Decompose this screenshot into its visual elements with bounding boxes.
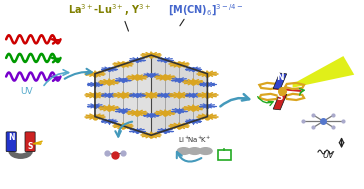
Circle shape xyxy=(188,148,201,154)
Polygon shape xyxy=(293,56,354,88)
Bar xyxy=(161,77,169,78)
Polygon shape xyxy=(273,94,287,110)
Bar xyxy=(175,64,183,65)
Polygon shape xyxy=(273,87,302,92)
Text: La$^{3+}$-Lu$^{3+}$, Y$^{3+}$: La$^{3+}$-Lu$^{3+}$, Y$^{3+}$ xyxy=(68,2,151,18)
Text: K$^+$: K$^+$ xyxy=(200,134,211,145)
Text: [M(CN)$_6$]$^{3-/4-}$: [M(CN)$_6$]$^{3-/4-}$ xyxy=(168,3,243,18)
Polygon shape xyxy=(151,55,207,135)
Bar xyxy=(133,112,141,114)
Bar xyxy=(105,81,113,83)
Bar xyxy=(175,125,183,127)
Bar xyxy=(189,81,197,83)
Circle shape xyxy=(199,148,212,154)
Text: N: N xyxy=(276,73,283,82)
Bar xyxy=(119,94,127,96)
Text: Na$^+$: Na$^+$ xyxy=(187,134,203,145)
FancyBboxPatch shape xyxy=(6,132,16,152)
Text: UV: UV xyxy=(323,151,335,160)
Bar xyxy=(133,77,141,78)
Text: S: S xyxy=(27,142,33,151)
Bar xyxy=(105,107,113,109)
Bar xyxy=(91,94,99,96)
Text: N: N xyxy=(8,133,15,142)
Text: UV: UV xyxy=(20,87,33,96)
Polygon shape xyxy=(273,73,287,89)
Text: S: S xyxy=(276,94,283,102)
Bar xyxy=(147,94,155,96)
Text: Li$^+$: Li$^+$ xyxy=(178,134,190,145)
Bar xyxy=(147,134,155,136)
Polygon shape xyxy=(95,55,151,135)
Bar xyxy=(161,112,169,114)
Polygon shape xyxy=(151,55,207,135)
Bar xyxy=(147,54,155,56)
Bar xyxy=(189,107,197,109)
Bar xyxy=(203,94,211,96)
FancyBboxPatch shape xyxy=(25,132,35,152)
Bar xyxy=(91,115,99,118)
Bar xyxy=(119,64,127,65)
Bar xyxy=(203,115,211,118)
Circle shape xyxy=(177,148,190,154)
Bar xyxy=(119,125,127,127)
Bar xyxy=(91,73,99,75)
Bar xyxy=(203,73,211,75)
Bar xyxy=(175,94,183,96)
